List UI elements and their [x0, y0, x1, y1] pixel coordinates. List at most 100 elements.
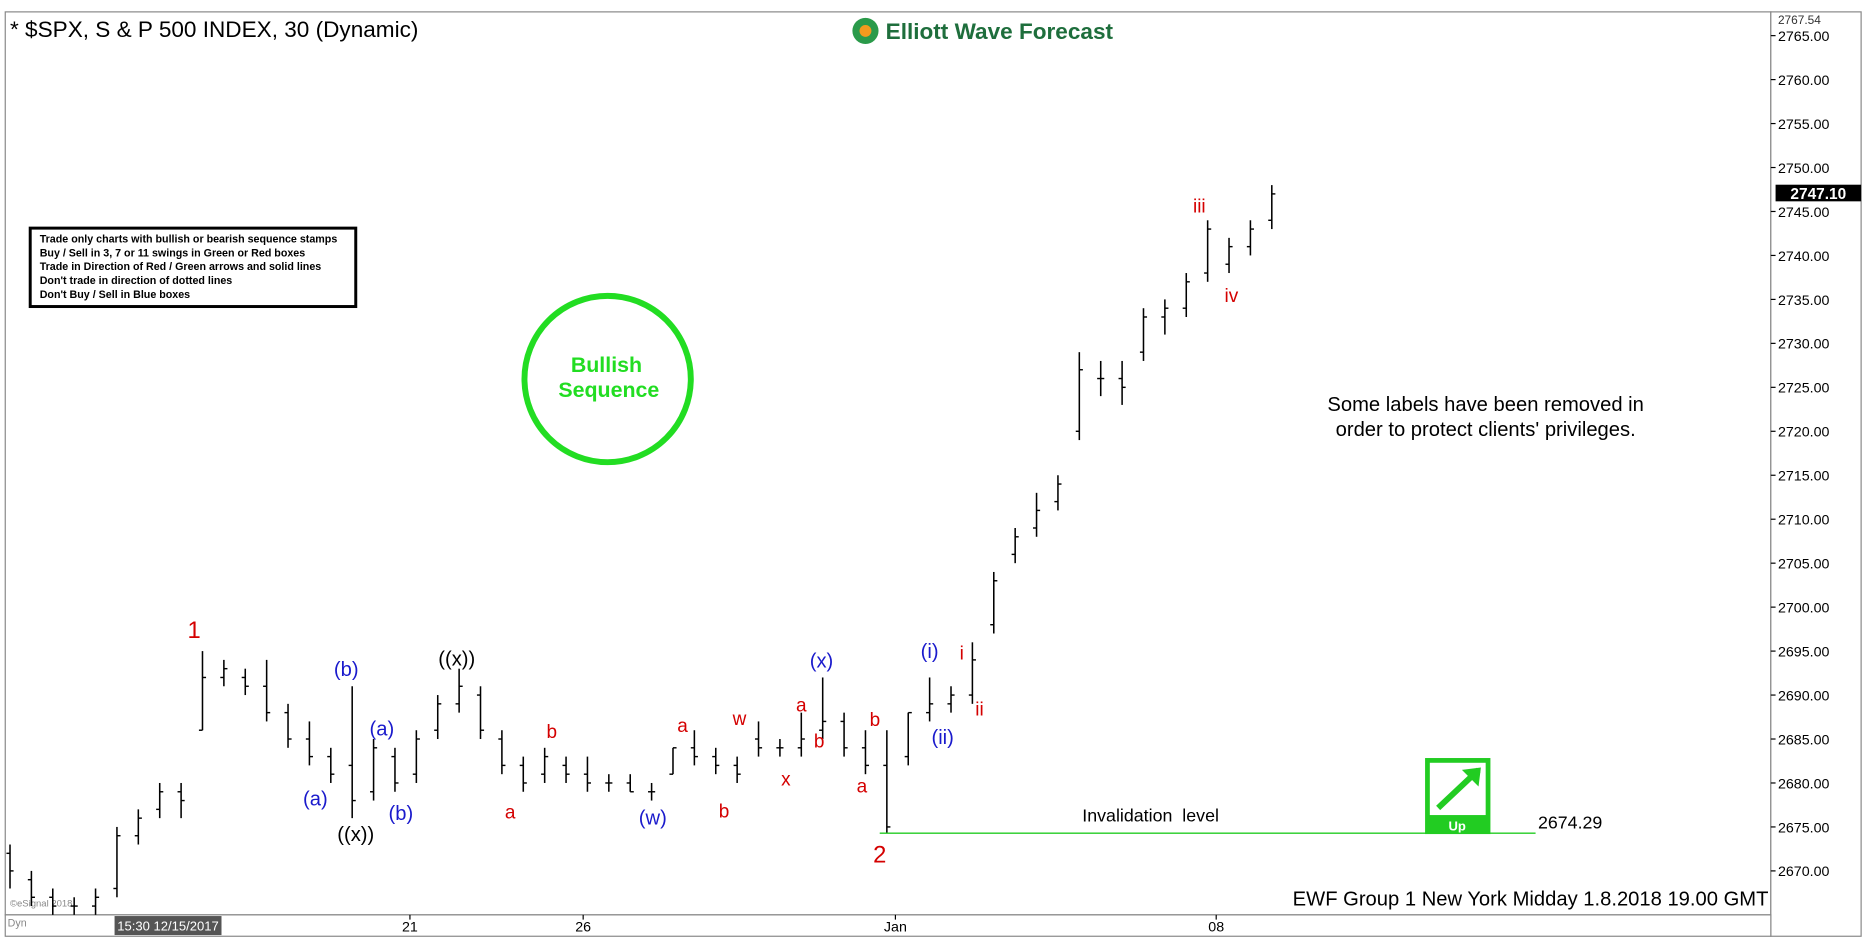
- x-tick-label: Jan: [884, 919, 907, 935]
- ohlc-bar: [348, 686, 356, 819]
- y-tick-label: 2760.00: [1778, 73, 1830, 89]
- ohlc-bar: [220, 659, 228, 687]
- y-tick-label: 2730.00: [1778, 337, 1830, 353]
- wave-label: x: [781, 769, 791, 790]
- ohlc-bar: [861, 730, 870, 775]
- wave-label: a: [677, 716, 688, 737]
- ohlc-bar: [1011, 528, 1019, 564]
- y-tick-label: 2715.00: [1778, 469, 1830, 485]
- up-arrow-head: [1461, 767, 1481, 787]
- ohlc-bar: [1246, 220, 1254, 256]
- ohlc-bar: [733, 756, 741, 783]
- wave-label: b: [870, 710, 881, 731]
- ohlc-bar: [434, 695, 442, 740]
- start-label-box: [114, 916, 222, 936]
- y-tick-label: 2695.00: [1778, 644, 1830, 660]
- wave-label: (x): [810, 651, 834, 673]
- ohlc-bar: [754, 721, 763, 757]
- footer: EWF Group 1 New York Midday 1.8.2018 19.…: [1293, 888, 1769, 910]
- y-tick-label: 2735.00: [1778, 293, 1830, 309]
- ohlc-bar: [370, 739, 378, 801]
- chart-title: * $SPX, S & P 500 INDEX, 30 (Dynamic): [10, 17, 418, 42]
- x-tick-label: 21: [402, 919, 418, 935]
- wave-label: ((x)): [438, 648, 475, 670]
- ohlc-bar: [391, 747, 399, 792]
- wave-label: iv: [1225, 286, 1239, 307]
- ohlc-bar: [626, 774, 634, 793]
- wave-label: (w): [639, 808, 667, 830]
- wave-label: a: [796, 696, 807, 717]
- stamp-circle: [521, 292, 694, 466]
- ohlc-bar: [541, 747, 549, 783]
- last-price-label: 2747.10: [1790, 186, 1846, 203]
- ohlc-bar: [327, 747, 335, 783]
- ohlc-bar: [70, 897, 78, 915]
- ohlc-bar: [113, 826, 121, 898]
- y-tick-label: 2740.00: [1778, 249, 1830, 265]
- y-tick-label: 2680.00: [1778, 776, 1830, 792]
- ohlc-bar: [519, 756, 527, 792]
- logo-text: Elliott Wave Forecast: [886, 19, 1114, 44]
- ohlc-bar: [690, 730, 698, 766]
- ohlc-bar: [648, 782, 656, 801]
- ohlc-bar: [412, 730, 420, 783]
- note: Some labels have been removed in: [1327, 394, 1643, 416]
- wave-label: (b): [389, 803, 414, 825]
- ohlc-bar: [926, 677, 934, 722]
- wave-label: ii: [975, 699, 983, 720]
- wave-label: b: [719, 801, 730, 822]
- y-tick-label: 2750.00: [1778, 161, 1830, 177]
- ohlc-bar: [1182, 273, 1190, 317]
- ohlc-bar: [241, 668, 249, 696]
- wave-label: ((x)): [337, 824, 374, 846]
- y-tick-label: 2670.00: [1778, 864, 1830, 880]
- ohlc-bar: [1161, 299, 1169, 335]
- rule-text: Don't trade in direction of dotted lines: [40, 275, 233, 287]
- ohlc-bar: [712, 747, 720, 775]
- ohlc-bar: [156, 782, 164, 819]
- wave-label: w: [732, 709, 747, 730]
- ohlc-bar: [476, 686, 485, 740]
- wave-label: 1: [188, 617, 201, 644]
- ohlc-bar: [1204, 220, 1212, 282]
- copyright: ©eSignal 2018: [10, 899, 72, 910]
- y-tick-label: 2700.00: [1778, 600, 1830, 616]
- stamp-text: Sequence: [558, 378, 659, 402]
- ohlc-bar: [968, 642, 976, 704]
- time-axis-panel: [4, 914, 1772, 937]
- ohlc-bar: [1139, 308, 1148, 361]
- ohlc-bar: [1118, 360, 1126, 405]
- wave-label: a: [505, 803, 516, 824]
- ohlc-bar: [198, 651, 207, 731]
- rule-text: Don't Buy / Sell in Blue boxes: [40, 289, 190, 301]
- ohlc-bar: [49, 888, 57, 915]
- ohlc-bar: [819, 677, 827, 740]
- price-axis-panel: [1770, 11, 1862, 937]
- up-label: Up: [1448, 819, 1465, 834]
- stamp-text: Bullish: [571, 353, 642, 377]
- rules-box: [28, 226, 358, 309]
- y-tick-label: 2710.00: [1778, 513, 1830, 529]
- ohlc-bar: [1225, 237, 1233, 274]
- last-price-box: [1775, 184, 1862, 202]
- wave-label: (i): [921, 641, 939, 663]
- rule-text: Trade in Direction of Red / Green arrows…: [40, 261, 322, 273]
- ohlc-bar: [134, 809, 142, 845]
- ohlc-bar: [177, 782, 185, 819]
- y-tick-label: 2720.00: [1778, 425, 1830, 441]
- ohlc-bar: [305, 721, 313, 766]
- ohlc-bar: [27, 870, 35, 907]
- ohlc-bar: [904, 711, 912, 766]
- y-tick-label: 2755.00: [1778, 117, 1830, 133]
- ohlc-bar: [776, 739, 784, 757]
- price-axis-top: 2767.54: [1778, 13, 1821, 27]
- logo: Elliott Wave Forecast: [852, 17, 1114, 44]
- ohlc-bar: [1097, 360, 1105, 397]
- invalidation-value: 2674.29: [1538, 812, 1602, 832]
- dyn-label: Dyn: [8, 918, 27, 930]
- ohlc-bar: [840, 712, 848, 757]
- y-tick-label: 2725.00: [1778, 381, 1830, 397]
